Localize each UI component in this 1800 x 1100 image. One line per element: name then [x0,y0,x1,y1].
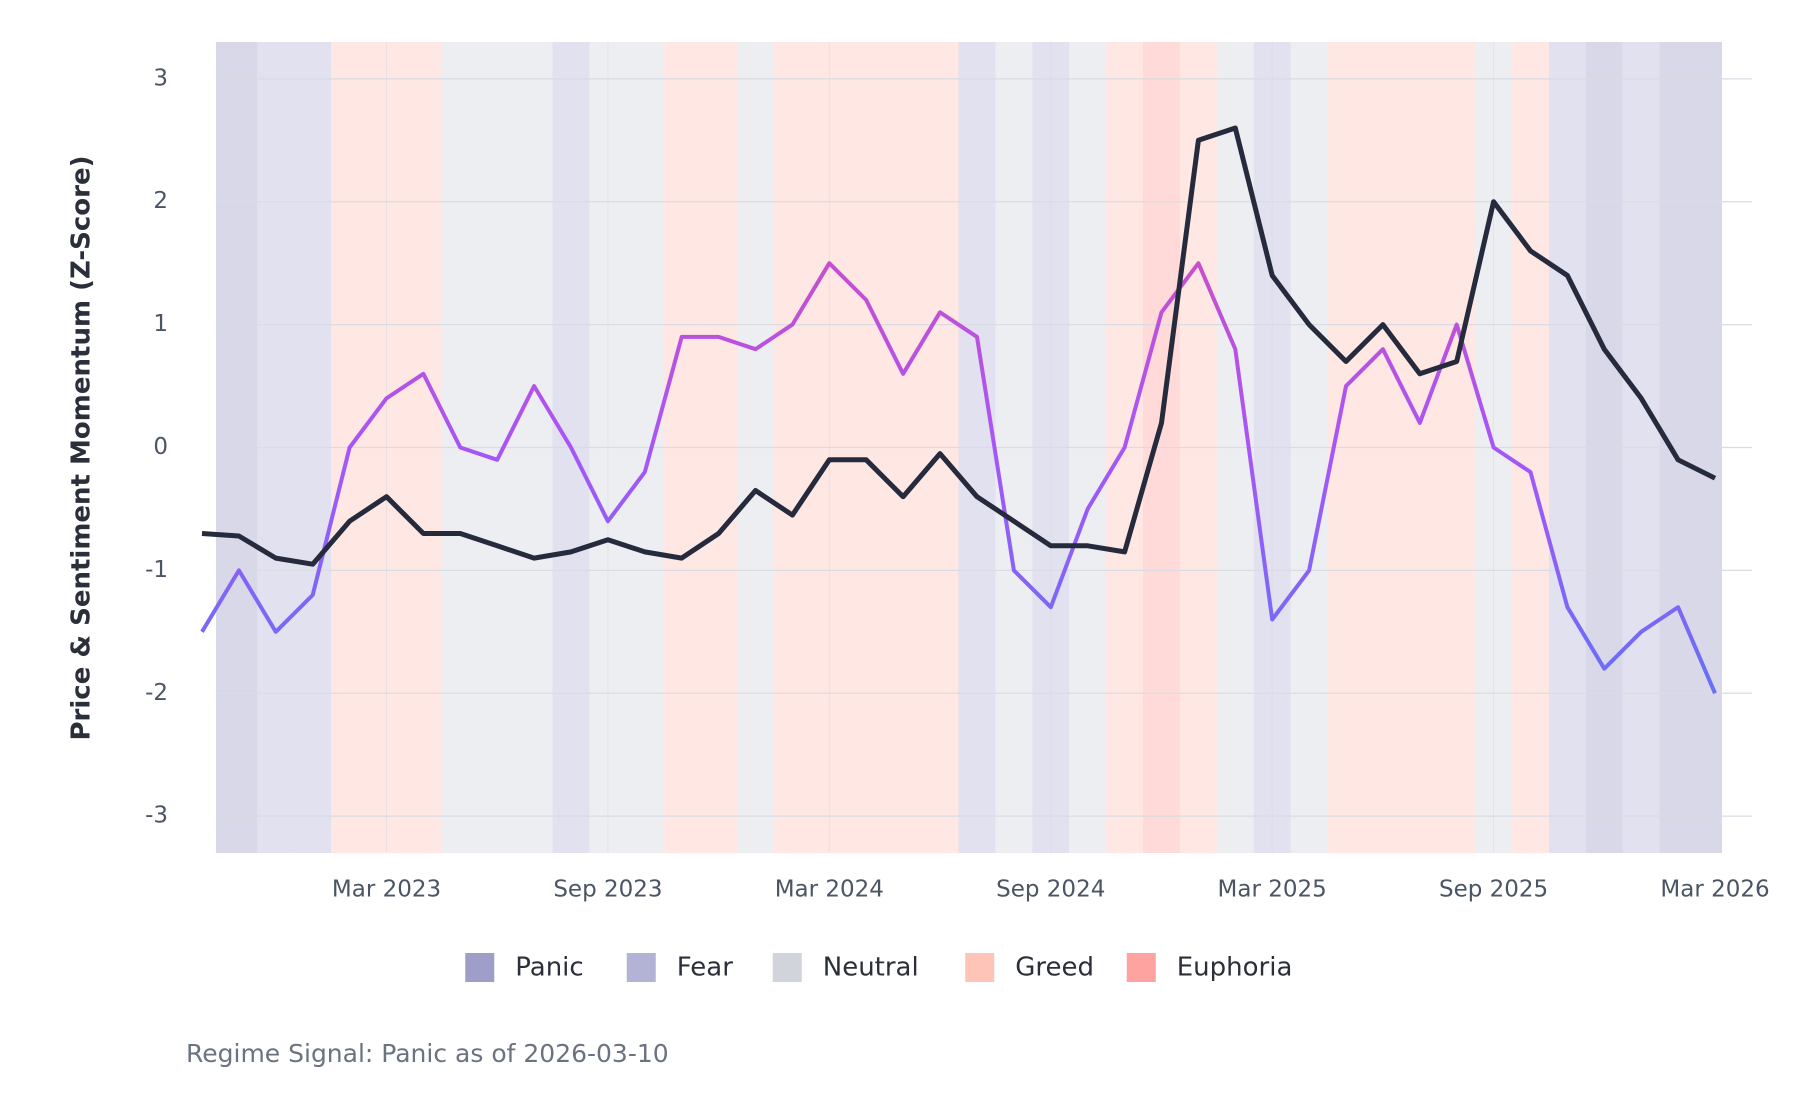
y-tick-label: 2 [153,188,168,214]
x-tick-label: Mar 2025 [1218,877,1327,903]
legend-label: Greed [1015,953,1094,983]
legend-label: Panic [515,953,583,983]
legend-label: Neutral [823,953,919,983]
x-tick-label: Mar 2026 [1660,877,1769,903]
y-tick-label: -2 [145,680,168,706]
x-tick-label: Sep 2024 [996,877,1105,903]
x-tick-label: Mar 2023 [332,877,441,903]
legend-swatch [772,953,802,982]
legend-swatch [465,953,495,982]
series-line [201,125,1717,567]
legend-swatch [965,953,995,982]
y-tick-label: 0 [153,434,168,460]
legend-swatch [626,953,656,982]
y-tick-label: 1 [153,311,168,337]
x-tick-label: Sep 2025 [1439,877,1548,903]
caption: Regime Signal: Panic as of 2026-03-10 [186,1039,669,1068]
x-tick-label: Sep 2023 [553,877,662,903]
y-tick-label: 3 [153,65,168,91]
legend-label: Fear [677,953,733,983]
x-tick-label: Mar 2024 [775,877,884,903]
y-tick-label: -3 [145,803,168,829]
y-tick-label: -1 [145,557,168,583]
y-axis-label: Price & Sentiment Momentum (Z-Score) [67,156,97,741]
legend-swatch [1126,953,1156,982]
legend-label: Euphoria [1177,953,1293,983]
